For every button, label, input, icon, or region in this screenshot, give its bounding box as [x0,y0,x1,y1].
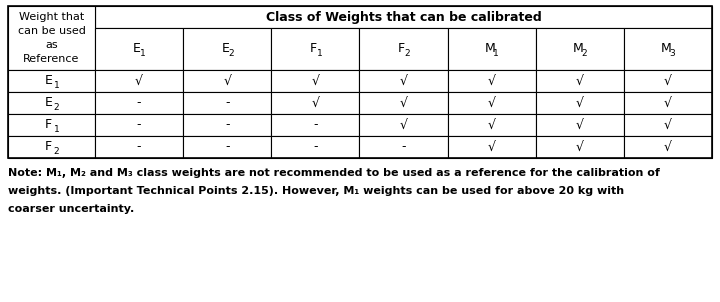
Text: 1: 1 [53,124,59,133]
Text: √: √ [487,140,495,153]
Text: -: - [225,140,230,153]
Text: F: F [45,118,52,131]
Bar [183,114,271,136]
Text: 1: 1 [53,81,59,89]
Bar [95,70,183,92]
Text: -: - [137,140,141,153]
Bar [448,70,536,92]
Bar [359,136,448,158]
Text: F: F [310,43,317,56]
Text: -: - [401,140,406,153]
Text: √: √ [400,75,408,88]
Bar [8,136,95,158]
Text: 2: 2 [405,49,410,57]
Text: 3: 3 [669,49,675,57]
Bar [624,136,712,158]
Bar [95,6,712,28]
Bar [95,28,183,70]
Bar [271,114,359,136]
Text: -: - [313,140,318,153]
Text: F: F [398,43,405,56]
Text: √: √ [487,97,495,110]
Bar [448,136,536,158]
Text: Class of Weights that can be calibrated: Class of Weights that can be calibrated [266,11,541,24]
Bar [8,114,95,136]
Text: 2: 2 [54,102,59,111]
Bar [536,28,624,70]
Bar [448,28,536,70]
Bar [359,92,448,114]
Bar [624,114,712,136]
Text: √: √ [223,75,231,88]
Text: √: √ [135,75,143,88]
Bar [359,114,448,136]
Text: √: √ [311,75,320,88]
Bar [536,70,624,92]
Text: M: M [660,43,671,56]
Text: -: - [137,118,141,131]
Text: 2: 2 [581,49,587,57]
Text: E: E [45,97,53,110]
Text: E: E [221,43,229,56]
Bar [183,92,271,114]
Bar [271,70,359,92]
Bar [536,136,624,158]
Text: √: √ [664,118,672,131]
Text: √: √ [576,75,584,88]
Bar [624,28,712,70]
Text: √: √ [487,118,495,131]
Text: M: M [485,43,495,56]
Bar [95,92,183,114]
Bar [95,114,183,136]
Text: √: √ [400,118,408,131]
Text: 2: 2 [54,146,59,156]
Bar [624,92,712,114]
Text: √: √ [576,140,584,153]
Text: coarser uncertainty.: coarser uncertainty. [8,204,134,214]
Text: 1: 1 [140,49,146,57]
Bar [448,92,536,114]
Text: 1: 1 [492,49,498,57]
Text: F: F [45,140,52,153]
Text: 1: 1 [317,49,323,57]
Text: M: M [572,43,583,56]
Bar [359,28,448,70]
Text: -: - [225,97,230,110]
Bar [8,6,712,158]
Text: √: √ [400,97,408,110]
Bar [95,136,183,158]
Text: Note: M₁, M₂ and M₃ class weights are not recommended to be used as a reference : Note: M₁, M₂ and M₃ class weights are no… [8,168,660,178]
Text: Weight that
can be used
as
Reference: Weight that can be used as Reference [17,12,86,64]
Bar [271,92,359,114]
Bar [271,28,359,70]
Bar [536,114,624,136]
Text: weights. (Important Technical Points 2.15). However, M₁ weights can be used for : weights. (Important Technical Points 2.1… [8,186,624,196]
Bar [183,70,271,92]
Text: √: √ [576,97,584,110]
Text: E: E [133,43,141,56]
Bar [183,28,271,70]
Bar [359,70,448,92]
Text: √: √ [576,118,584,131]
Text: √: √ [487,75,495,88]
Bar [8,70,95,92]
Bar [8,6,95,70]
Bar [183,136,271,158]
Text: -: - [313,118,318,131]
Text: -: - [137,97,141,110]
Bar [271,136,359,158]
Bar [536,92,624,114]
Text: √: √ [311,97,320,110]
Bar [624,70,712,92]
Text: -: - [225,118,230,131]
Text: √: √ [664,140,672,153]
Text: √: √ [664,97,672,110]
Text: √: √ [664,75,672,88]
Text: E: E [45,75,53,88]
Bar [8,92,95,114]
Text: 2: 2 [228,49,234,57]
Bar [448,114,536,136]
